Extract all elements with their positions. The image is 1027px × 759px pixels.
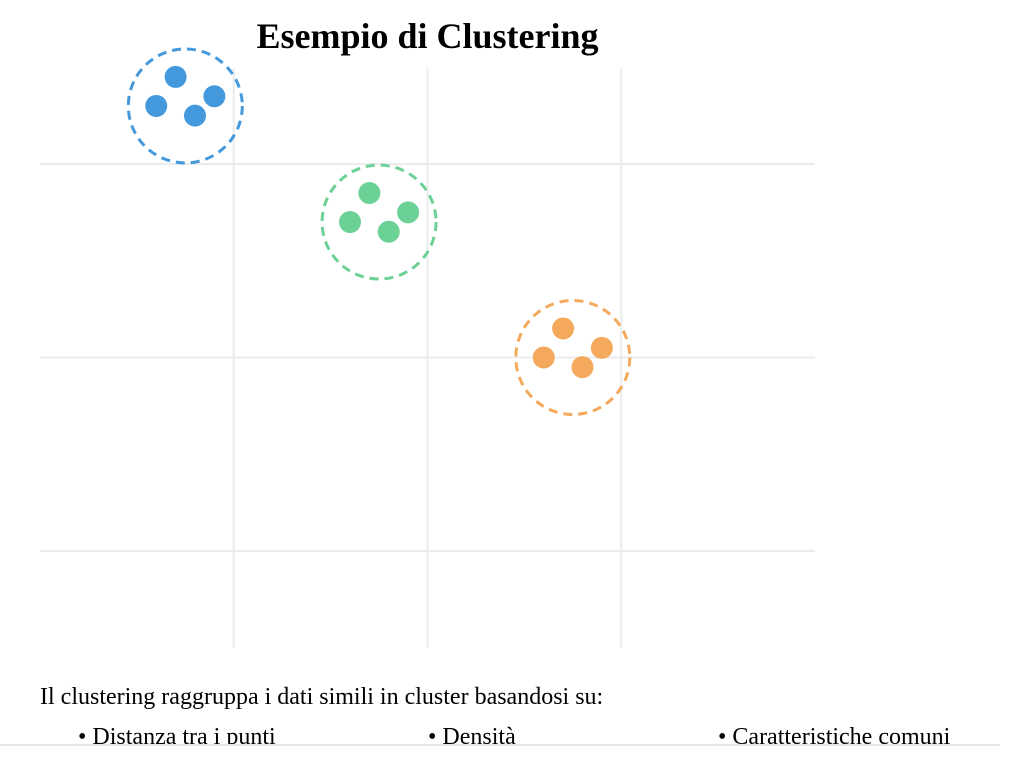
caption-text: Il clustering raggruppa i dati simili in… [40,684,604,710]
cluster-2-point-4 [397,201,420,224]
chart-title: Esempio di Clustering [256,16,599,56]
cluster-3-point-1 [552,317,575,340]
cluster-1-point-4 [203,85,226,108]
cluster-1-point-2 [145,94,168,117]
cluster-boundary-1 [126,47,244,165]
cluster-2-point-1 [358,182,381,205]
cluster-1-point-3 [184,104,206,127]
bottom-divider [0,744,1000,759]
grid [40,68,815,648]
cluster-boundary-2 [320,163,438,281]
cluster-1-point-1 [164,65,187,88]
cluster-3-point-2 [532,346,555,369]
cluster-2-point-3 [377,220,400,243]
clusters [126,47,632,416]
cluster-2-point-2 [339,211,361,234]
cluster-3-point-3 [571,356,594,379]
cluster-3-point-4 [590,336,613,359]
cluster-boundary-3 [514,299,632,416]
